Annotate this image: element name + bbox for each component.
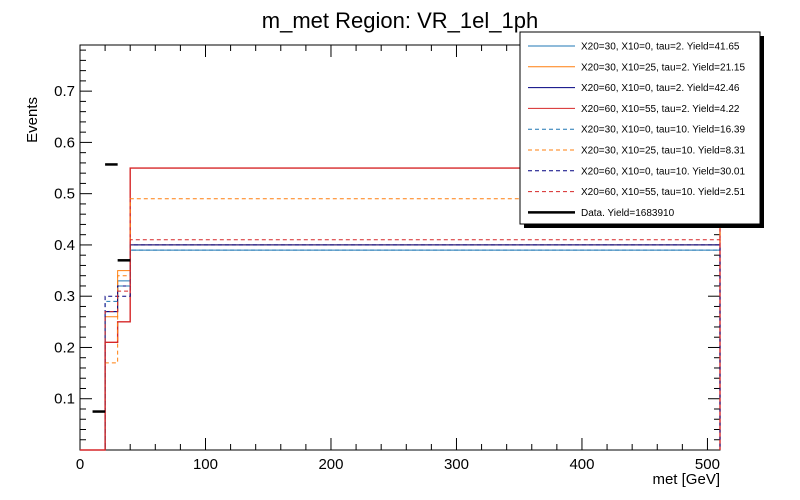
legend-label: X20=60, X10=55, tau=10. Yield=2.51 bbox=[581, 187, 745, 198]
legend-label: X20=30, X10=0, tau=2. Yield=41.65 bbox=[581, 42, 740, 53]
y-tick-label: 0.7 bbox=[54, 83, 75, 100]
legend-label: X20=60, X10=0, tau=10. Yield=30.01 bbox=[581, 166, 745, 177]
y-tick-label: 0.5 bbox=[54, 186, 75, 203]
y-axis-ticks: 0.1 0.2 0.3 0.4 0.5 0.6 0.7 bbox=[54, 49, 720, 441]
legend-label: X20=30, X10=0, tau=10. Yield=16.39 bbox=[581, 125, 745, 136]
series-line-6 bbox=[80, 198, 721, 451]
legend-label: Data. Yield=1683910 bbox=[581, 208, 675, 219]
x-tick-label: 500 bbox=[695, 456, 720, 473]
x-tick-label: 200 bbox=[318, 456, 343, 473]
x-tick-label: 400 bbox=[569, 456, 594, 473]
x-tick-label: 300 bbox=[444, 456, 469, 473]
y-tick-label: 0.1 bbox=[54, 391, 75, 408]
legend-label: X20=60, X10=55, tau=2. Yield=4.22 bbox=[581, 104, 740, 115]
legend-label: X20=30, X10=25, tau=2. Yield=21.15 bbox=[581, 62, 745, 73]
x-tick-label: 0 bbox=[76, 456, 84, 473]
y-tick-label: 0.2 bbox=[54, 339, 75, 356]
x-axis-label: met [GeV] bbox=[652, 471, 720, 488]
x-axis-ticks: 0 100 200 300 400 500 bbox=[76, 45, 720, 473]
y-tick-label: 0.3 bbox=[54, 288, 75, 305]
legend-items: X20=30, X10=0, tau=2. Yield=41.65 X20=30,… bbox=[528, 42, 745, 219]
legend-label: X20=60, X10=0, tau=2. Yield=42.46 bbox=[581, 83, 740, 94]
y-tick-label: 0.6 bbox=[54, 134, 75, 151]
legend-label: X20=30, X10=25, tau=10. Yield=8.31 bbox=[581, 146, 745, 157]
y-axis-label: Events bbox=[24, 97, 41, 143]
series-line-8 bbox=[80, 239, 721, 451]
histogram-series bbox=[80, 167, 721, 451]
data-points bbox=[92, 163, 131, 413]
x-tick-label: 100 bbox=[193, 456, 218, 473]
legend: X20=30, X10=0, tau=2. Yield=41.65 X20=30,… bbox=[519, 31, 764, 228]
chart-title: m_met Region: VR_1el_1ph bbox=[262, 8, 538, 33]
y-tick-label: 0.4 bbox=[54, 237, 75, 254]
